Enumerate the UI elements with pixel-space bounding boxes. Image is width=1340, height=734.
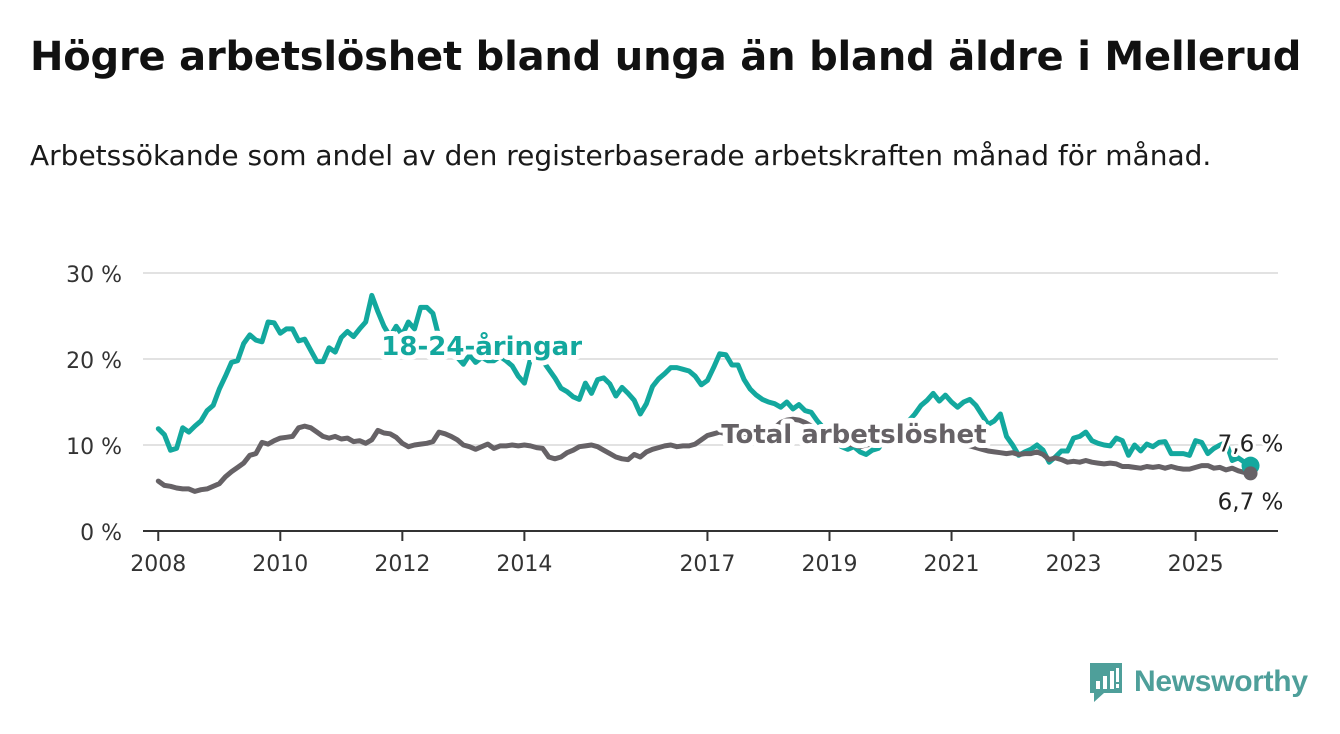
gridlines: 0 % 10 % 20 % 30 % [66, 263, 1278, 546]
end-value-label-halo: 6,7 % [1218, 489, 1284, 515]
x-axis: 2008 2010 2012 2014 2017 2019 2021 2023 2025 [130, 530, 1278, 577]
x-tick-label: 2021 [924, 552, 980, 577]
series-label-halo: Total arbetslöshet [721, 420, 986, 450]
end-value-label-halo: 7,6 % [1218, 432, 1284, 458]
end-value-label-total: 6,7 % [1218, 489, 1284, 515]
series-line-youth [155, 292, 1253, 469]
x-tick-label: 2025 [1168, 552, 1224, 577]
x-tick-label: 2023 [1046, 552, 1102, 577]
series-line-total [155, 416, 1253, 494]
y-tick-label: 30 % [66, 263, 122, 288]
x-tick-label: 2012 [374, 552, 430, 577]
x-tick-label: 2008 [130, 552, 186, 577]
y-tick-label: 0 % [80, 521, 122, 546]
newsworthy-logo-icon [1090, 663, 1122, 702]
x-tick-label: 2010 [252, 552, 308, 577]
series-lines [155, 292, 1260, 494]
end-marker-total [1243, 466, 1258, 481]
series-label-halo: 18-24-åringar [381, 330, 582, 362]
brand-name: Newsworthy [1134, 665, 1308, 698]
chart-subtitle: Arbetssökande som andel av den registerb… [30, 139, 1212, 172]
x-tick-label: 2017 [679, 552, 735, 577]
x-tick-label: 2014 [496, 552, 552, 577]
x-tick-label: 2019 [801, 552, 857, 577]
y-tick-label: 20 % [66, 349, 122, 374]
end-value-label-youth: 7,6 % [1218, 432, 1284, 458]
brand-logo: Newsworthy [1088, 660, 1308, 704]
y-tick-label: 10 % [66, 435, 122, 460]
series-label: 18-24-åringar [381, 330, 582, 362]
chart-title: Högre arbetslöshet bland unga än bland ä… [30, 34, 1302, 80]
series-label: Total arbetslöshet [721, 420, 986, 450]
